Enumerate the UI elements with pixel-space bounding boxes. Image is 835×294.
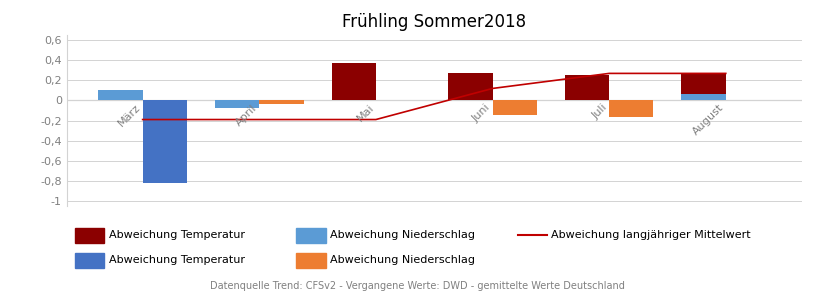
Bar xyxy=(215,101,259,108)
Text: Abweichung Temperatur: Abweichung Temperatur xyxy=(109,230,245,240)
Text: April: April xyxy=(234,103,259,128)
Bar xyxy=(331,64,376,101)
Text: Juni: Juni xyxy=(471,103,493,124)
Title: Frühling Sommer2018: Frühling Sommer2018 xyxy=(342,13,526,31)
Bar xyxy=(143,101,187,183)
Bar xyxy=(564,75,610,101)
Text: Juli: Juli xyxy=(590,103,610,121)
Bar xyxy=(610,101,654,116)
Bar xyxy=(259,101,304,104)
Bar xyxy=(493,101,537,115)
Bar xyxy=(448,74,493,101)
Bar xyxy=(99,91,143,101)
Text: März: März xyxy=(116,103,143,129)
Text: Abweichung Niederschlag: Abweichung Niederschlag xyxy=(330,230,475,240)
Text: Abweichung Niederschlag: Abweichung Niederschlag xyxy=(330,255,475,265)
Text: Abweichung langjähriger Mittelwert: Abweichung langjähriger Mittelwert xyxy=(551,230,751,240)
Text: August: August xyxy=(691,103,726,137)
Bar xyxy=(681,74,726,101)
Text: Mai: Mai xyxy=(355,103,376,123)
Text: Abweichung Temperatur: Abweichung Temperatur xyxy=(109,255,245,265)
Bar xyxy=(681,94,726,101)
Text: Datenquelle Trend: CFSv2 - Vergangene Werte: DWD - gemittelte Werte Deutschland: Datenquelle Trend: CFSv2 - Vergangene We… xyxy=(210,281,625,291)
